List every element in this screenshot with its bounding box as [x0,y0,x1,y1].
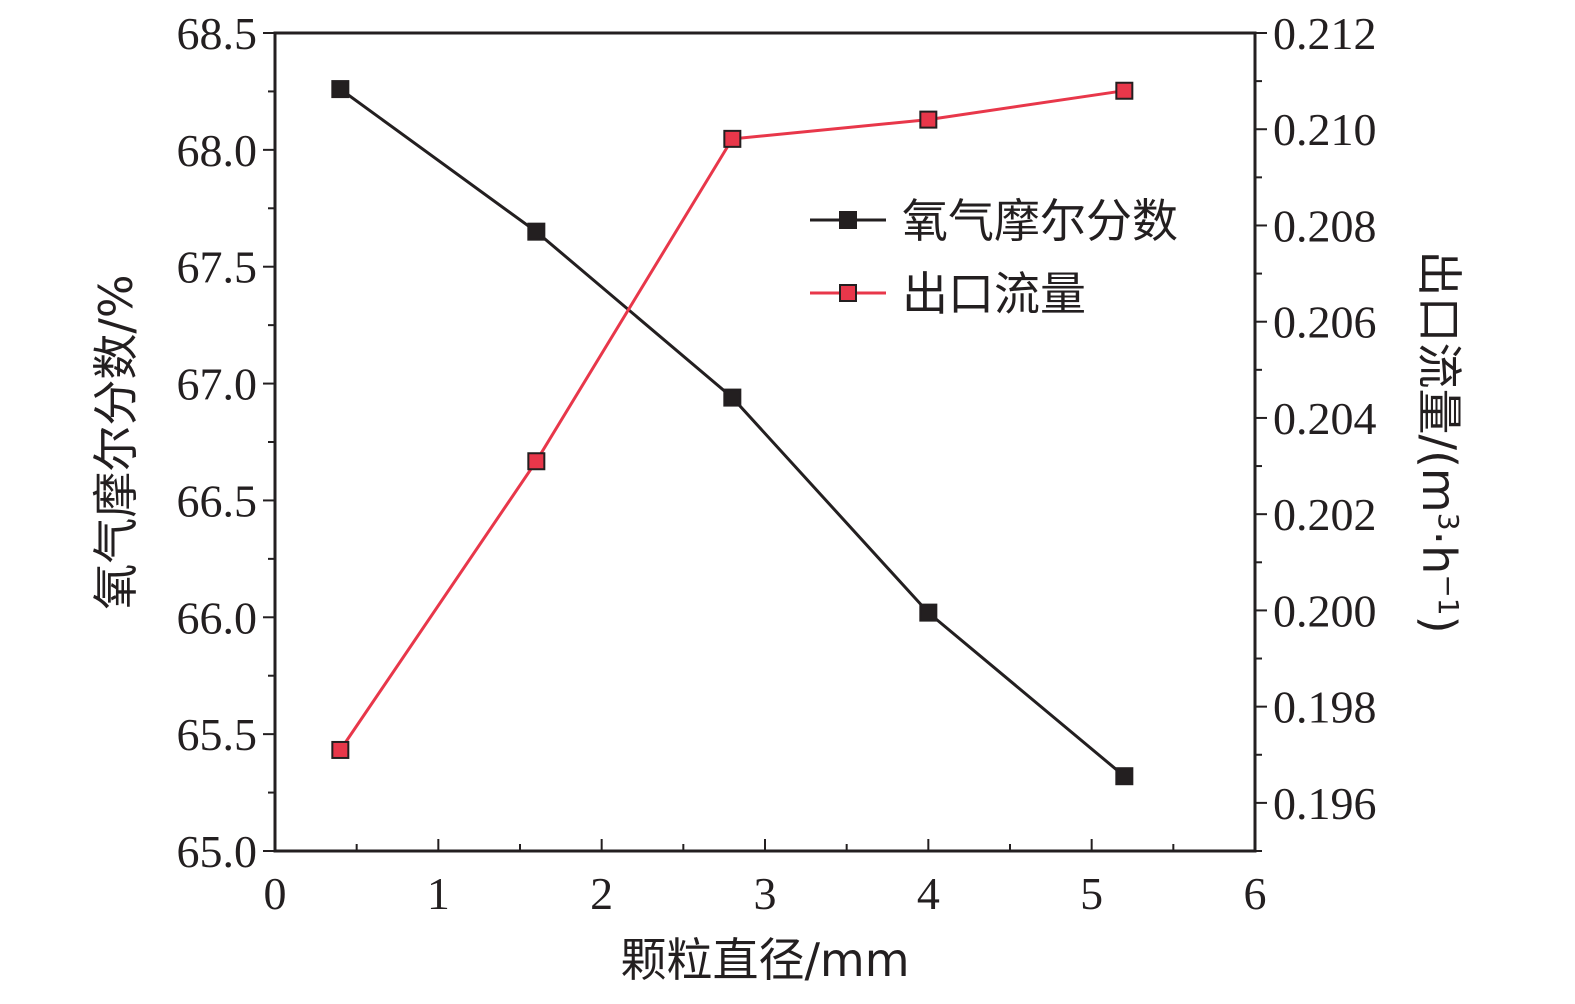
y-axis-left-label: 氧气摩尔分数/% [89,274,143,609]
y-left-tick-label-7: 68.5 [177,8,258,59]
y-left-tick-label-2: 66.0 [177,592,258,643]
data-point-s0-0 [331,80,350,99]
x-tick-label-4: 4 [917,868,940,919]
y-right-tick-label-3: 0.202 [1273,489,1377,540]
x-tick-label-2: 2 [590,868,613,919]
legend-label-0: 氧气摩尔分数 [902,194,1178,248]
y-left-tick-label-4: 67.0 [177,359,258,410]
y-right-tick-label-4: 0.204 [1273,393,1377,444]
y-right-tick-label-0: 0.196 [1273,778,1377,829]
data-point-s1-2 [723,129,742,148]
y-right-tick-label-5: 0.206 [1273,297,1377,348]
x-tick-label-5: 5 [1080,868,1103,919]
y-axis-right-label: 出口流量/(m3·h−1) [1412,250,1466,633]
legend-label-1: 出口流量 [902,267,1086,321]
y-right-tick-label-2: 0.200 [1273,585,1377,636]
x-tick-label-6: 6 [1244,868,1267,919]
x-tick-label-3: 3 [754,868,777,919]
data-point-s0-1 [527,222,546,241]
y-right-tick-label-6: 0.208 [1273,200,1377,251]
x-tick-label-0: 0 [264,868,287,919]
y-left-tick-label-0: 65.0 [177,826,258,877]
y-right-tick-label-8: 0.212 [1273,8,1377,59]
data-point-s1-0 [331,740,350,759]
plot-area [331,80,1134,786]
data-point-s0-3 [919,603,938,622]
legend-swatch-marker-1 [839,284,857,302]
data-point-s1-1 [527,452,546,471]
series-line-1 [339,89,1125,751]
data-point-s0-4 [1115,767,1134,786]
data-point-s0-2 [723,388,742,407]
y-left-tick-label-1: 65.5 [177,709,258,760]
y-left-tick-label-3: 66.5 [177,475,258,526]
plot-frame [273,31,1257,853]
axes: 0 1 2 3 4 5 6 65.0 65.5 66.0 66.5 67.0 67.5 68.0 68.5 0… [177,8,1377,919]
data-point-s1-3 [919,110,938,129]
series-line-0 [339,87,1126,778]
legend: 氧气摩尔分数 出口流量 [810,194,1178,321]
y-left-tick-label-5: 67.5 [177,242,258,293]
y-left-tick-label-6: 68.0 [177,125,258,176]
y-right-tick-label-1: 0.198 [1273,682,1377,733]
data-point-s1-4 [1115,81,1134,100]
x-axis-label: 颗粒直径/mm [620,933,909,987]
legend-swatch-marker-0 [839,211,857,229]
x-tick-label-1: 1 [427,868,450,919]
y-right-tick-label-7: 0.210 [1273,104,1377,155]
